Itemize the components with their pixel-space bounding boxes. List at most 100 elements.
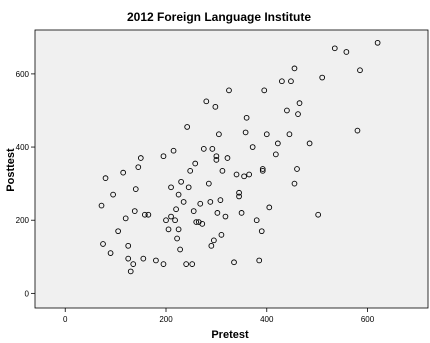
data-point: [272, 151, 279, 158]
data-point: [249, 144, 256, 150]
data-point: [261, 87, 268, 94]
data-point: [354, 127, 361, 134]
data-point: [236, 193, 242, 200]
data-point: [110, 191, 116, 198]
data-point: [177, 246, 183, 253]
data-point: [217, 197, 224, 203]
data-point: [102, 175, 109, 181]
plot-area: [34, 29, 429, 309]
data-point: [207, 199, 214, 205]
data-point: [213, 157, 220, 163]
data-point: [256, 257, 263, 264]
data-point: [253, 217, 260, 224]
data-point: [200, 146, 207, 152]
data-point: [175, 226, 182, 233]
data-point: [141, 211, 148, 218]
data-point: [183, 261, 190, 267]
data-point: [170, 147, 177, 154]
data-point: [203, 98, 210, 105]
data-point: [259, 166, 266, 172]
data-point: [192, 160, 199, 167]
data-point: [218, 231, 225, 238]
data-point: [291, 180, 298, 187]
data-point: [125, 242, 132, 249]
y-axis-label: Posttest: [5, 148, 17, 192]
data-point: [246, 171, 252, 178]
data-point: [199, 221, 206, 227]
data-point: [197, 200, 204, 207]
data-point: [242, 129, 249, 136]
data-point: [263, 131, 270, 138]
data-point: [374, 39, 381, 46]
data-point: [291, 65, 298, 72]
data-point: [222, 213, 229, 220]
data-point: [160, 153, 167, 160]
data-point: [259, 167, 266, 174]
data-point: [213, 153, 220, 160]
data-point: [115, 228, 121, 235]
data-point: [238, 210, 245, 216]
data-point: [178, 178, 184, 185]
y-tick-label: 200: [16, 216, 30, 225]
data-point: [137, 155, 144, 161]
chart-title: 2012 Foreign Language Institute: [127, 10, 311, 24]
x-tick-label: 200: [159, 315, 173, 324]
y-tick-label: 600: [16, 70, 30, 79]
data-point: [258, 228, 265, 235]
data-point: [295, 111, 301, 117]
data-point: [343, 49, 350, 55]
data-point: [296, 100, 303, 107]
data-point: [306, 140, 313, 147]
data-point: [243, 114, 250, 121]
data-point: [125, 255, 132, 262]
data-point: [266, 204, 273, 211]
x-tick-label: 400: [260, 315, 274, 324]
data-point: [211, 237, 217, 244]
data-point: [173, 206, 179, 213]
data-point: [100, 241, 106, 247]
data-point: [184, 124, 191, 130]
axes: 0 200 400 600 0 200 400 600: [16, 70, 375, 324]
data-point: [231, 259, 237, 266]
data-point: [190, 208, 197, 214]
data-point: [168, 184, 174, 191]
data-point: [180, 199, 187, 205]
data-point: [236, 189, 242, 196]
data-point: [153, 257, 159, 264]
data-point: [294, 166, 300, 172]
data-point: [219, 167, 226, 174]
data-point: [140, 255, 147, 262]
data-point: [226, 87, 232, 94]
data-point: [216, 131, 222, 138]
data-point: [284, 107, 290, 114]
data-point: [319, 74, 326, 81]
data-point: [160, 261, 167, 267]
data-points: [98, 39, 381, 275]
data-point: [275, 140, 281, 147]
data-point: [107, 250, 114, 256]
data-point: [175, 191, 182, 198]
data-point: [212, 103, 219, 110]
data-point: [131, 208, 138, 214]
data-point: [185, 184, 192, 191]
data-point: [130, 261, 137, 267]
data-point: [208, 242, 215, 249]
data-point: [288, 78, 294, 85]
data-point: [145, 211, 152, 218]
data-point: [224, 155, 231, 161]
x-tick-label: 600: [361, 315, 375, 324]
data-point: [174, 235, 180, 242]
data-point: [205, 180, 212, 187]
data-point: [315, 211, 322, 218]
data-point: [168, 213, 174, 220]
x-axis-label: Pretest: [211, 329, 249, 341]
y-tick-label: 0: [25, 289, 30, 298]
data-point: [331, 45, 338, 52]
data-point: [357, 67, 363, 74]
data-point: [286, 131, 293, 138]
data-point: [165, 226, 172, 233]
data-point: [122, 215, 129, 222]
data-point: [163, 217, 169, 224]
data-point: [279, 78, 285, 85]
